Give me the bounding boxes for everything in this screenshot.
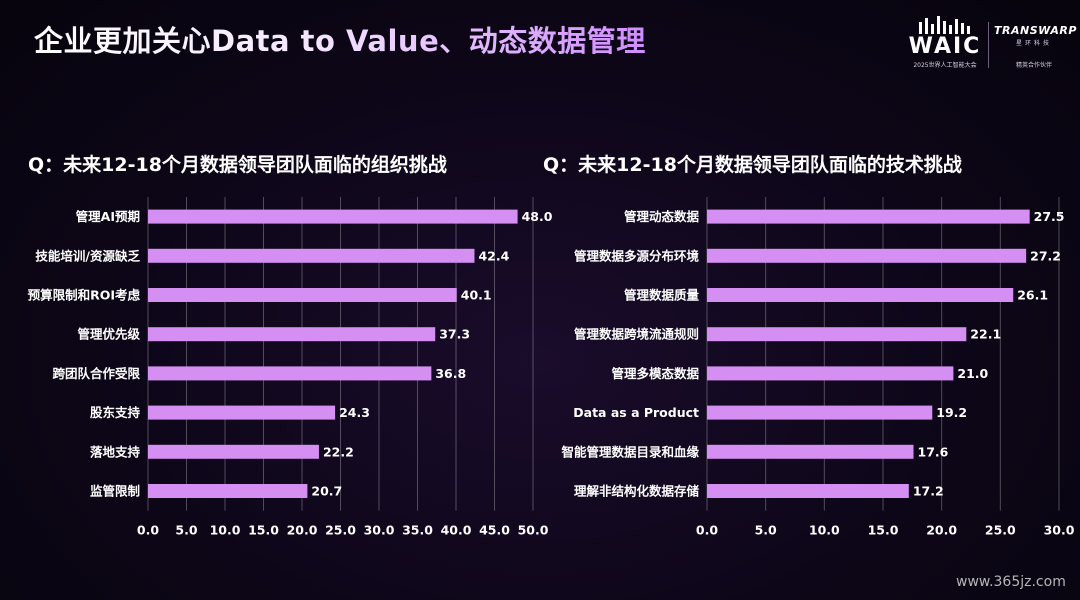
category-label: 管理优先级 [77, 327, 140, 342]
x-tick-label: 10.0 [210, 523, 241, 538]
category-label: 技能培训/资源缺乏 [35, 248, 140, 263]
bar [707, 327, 967, 342]
category-label: 监管限制 [90, 484, 140, 499]
bar [148, 405, 336, 420]
value-label: 26.1 [1017, 288, 1048, 303]
category-label: 落地支持 [90, 444, 141, 459]
value-label: 22.1 [970, 327, 1001, 342]
category-label: 管理数据跨境流通规则 [574, 327, 699, 342]
partner-wordmark: TRANSWARP [994, 24, 1077, 37]
category-label: 股东支持 [90, 405, 141, 420]
x-tick-label: 0.0 [696, 523, 718, 538]
category-label: 管理动态数据 [624, 209, 700, 224]
x-tick-label: 30.0 [1044, 523, 1075, 538]
bar [707, 209, 1030, 224]
x-tick-label: 45.0 [479, 523, 510, 538]
value-label: 36.8 [435, 366, 466, 381]
waic-wordmark: WAIC [908, 34, 982, 59]
value-label: 27.5 [1034, 209, 1065, 224]
bar [148, 327, 436, 342]
x-tick-label: 40.0 [441, 523, 472, 538]
x-tick-label: 30.0 [364, 523, 395, 538]
x-tick-label: 15.0 [868, 523, 899, 538]
category-label: 跨团队合作受限 [52, 366, 140, 381]
category-label: 智能管理数据目录和血缘 [560, 444, 699, 459]
category-label: 管理AI预期 [76, 209, 140, 224]
partner-role: 精英合作伙伴 [1015, 62, 1052, 69]
tech-challenges-question: Q：未来12-18个月数据领导团队面临的技术挑战 [543, 154, 962, 176]
value-label: 37.3 [439, 327, 470, 342]
bar [707, 444, 914, 459]
bar [707, 405, 933, 420]
value-label: 20.7 [311, 484, 342, 499]
x-tick-label: 10.0 [809, 523, 840, 538]
x-tick-label: 5.0 [175, 523, 197, 538]
bar [707, 248, 1027, 263]
category-label: 预算限制和ROI考虑 [28, 288, 141, 303]
x-tick-label: 50.0 [518, 523, 549, 538]
bar [148, 248, 475, 263]
bar [148, 366, 432, 381]
x-tick-label: 20.0 [287, 523, 318, 538]
category-label: 理解非结构化数据存储 [574, 484, 700, 499]
x-tick-label: 20.0 [926, 523, 957, 538]
partner-logo: TRANSWARP 星环科技 精英合作伙伴 [994, 24, 1077, 74]
x-tick-label: 25.0 [985, 523, 1016, 538]
bar [707, 366, 954, 381]
x-tick-label: 35.0 [402, 523, 433, 538]
bar [707, 484, 909, 498]
x-tick-label: 0.0 [137, 523, 159, 538]
partner-cn-name: 星环科技 [1015, 40, 1052, 47]
waic-bars-icon [919, 16, 970, 34]
logo-divider [988, 22, 989, 68]
category-label: 管理多模态数据 [611, 366, 699, 381]
bar [148, 444, 319, 459]
value-label: 17.2 [913, 484, 944, 499]
value-label: 22.2 [323, 444, 354, 459]
bar [148, 209, 518, 224]
value-label: 17.6 [918, 444, 949, 459]
bar [148, 484, 308, 498]
org-challenges-question: Q：未来12-18个月数据领导团队面临的组织挑战 [28, 154, 447, 176]
slide-title: 企业更加关心Data to Value、动态数据管理 [34, 18, 646, 60]
value-label: 21.0 [957, 366, 988, 381]
category-label: 管理数据质量 [624, 288, 700, 303]
bar [148, 288, 457, 302]
value-label: 27.2 [1030, 248, 1061, 263]
x-tick-label: 15.0 [248, 523, 279, 538]
value-label: 40.1 [461, 288, 492, 303]
category-label: 管理数据多源分布环境 [574, 248, 700, 263]
bar [707, 288, 1014, 302]
x-tick-label: 25.0 [325, 523, 356, 538]
org-challenges-chart: 管理AI预期 48.0 技能培训/资源缺乏 42.4 预算限制和ROI考虑 40.1 管理优… [28, 197, 553, 538]
x-tick-label: 5.0 [755, 523, 777, 538]
value-label: 48.0 [522, 209, 553, 224]
waic-logo: WAIC 2025世界人工智能大会 [905, 16, 985, 78]
value-label: 42.4 [478, 248, 509, 263]
value-label: 24.3 [339, 405, 370, 420]
value-label: 19.2 [936, 405, 967, 420]
category-label: Data as a Product [573, 405, 699, 420]
watermark: www.365jz.com [956, 574, 1066, 590]
waic-subtitle: 2025世界人工智能大会 [913, 62, 977, 69]
tech-challenges-chart: 管理动态数据 27.5 管理数据多源分布环境 27.2 管理数据质量 26.1 管理数据跨境… [560, 197, 1075, 538]
